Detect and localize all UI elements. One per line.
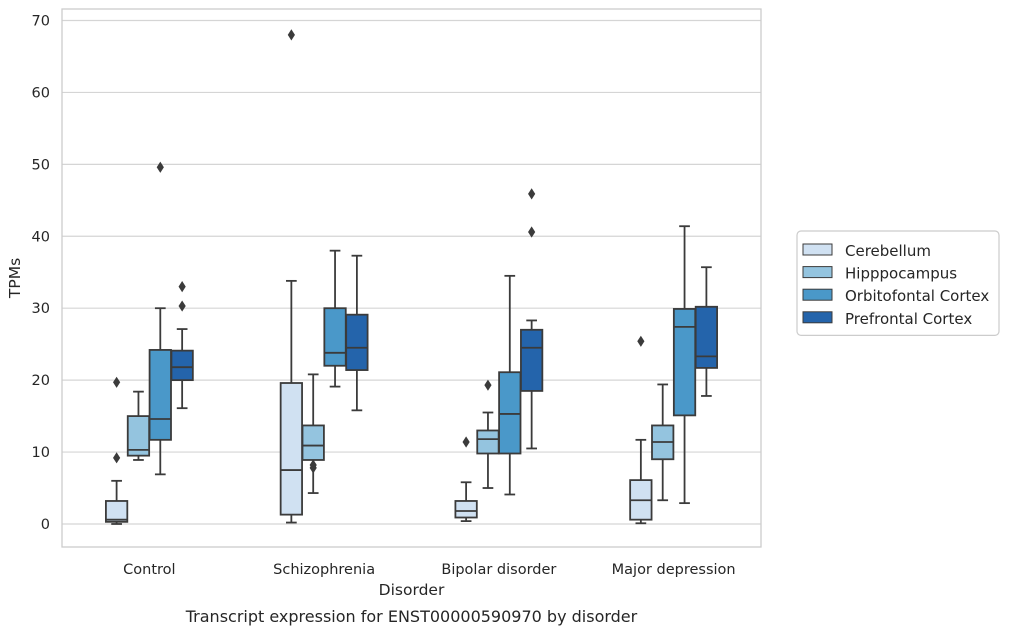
box-hipppocampus — [301, 373, 325, 494]
box-iqr — [170, 349, 194, 382]
x-axis-label: Disorder — [379, 581, 445, 599]
box-iqr — [323, 307, 347, 367]
box-iqr — [454, 500, 478, 519]
y-tick-label: 20 — [32, 373, 50, 389]
box-orbitofontal-cortex — [323, 249, 347, 388]
x-tick-labels: Control Schizophrenia Bipolar disorder Majo… — [123, 562, 735, 578]
y-tick-label: 70 — [32, 14, 50, 30]
box-prefrontal-cortex — [520, 188, 544, 450]
box-iqr — [279, 382, 303, 516]
x-tick-label: Control — [123, 562, 175, 578]
outlier-point — [637, 335, 645, 347]
y-tick-labels: 0 10 20 30 40 50 60 70 — [32, 14, 50, 533]
y-tick-label: 30 — [32, 301, 50, 317]
box-iqr — [105, 500, 129, 523]
y-tick-label: 10 — [32, 445, 50, 461]
legend-swatch — [802, 288, 833, 301]
box-prefrontal-cortex — [345, 254, 369, 412]
legend-swatch — [802, 311, 833, 324]
outlier-point — [113, 376, 121, 388]
x-tick-label: Major depression — [612, 562, 736, 578]
outlier-point — [528, 226, 536, 238]
outlier-point — [156, 161, 164, 173]
y-axis-label: TPMs — [6, 258, 24, 299]
box-cerebellum — [279, 29, 303, 524]
outlier-point — [309, 459, 317, 471]
outlier-point — [287, 29, 295, 41]
box-cerebellum — [629, 335, 653, 525]
outlier-point — [178, 281, 186, 293]
outlier-point — [113, 452, 121, 464]
box-prefrontal-cortex — [694, 266, 718, 397]
x-tick-label: Bipolar disorder — [441, 562, 556, 578]
box-hipppocampus — [126, 390, 151, 461]
outlier-point — [484, 379, 492, 391]
box-iqr — [694, 305, 718, 369]
outlier-point — [178, 300, 186, 312]
legend-label: Orbitofontal Cortex — [845, 287, 989, 305]
box-cerebellum — [454, 436, 478, 523]
box-iqr — [672, 308, 697, 417]
x-tick-label: Schizophrenia — [273, 562, 375, 578]
box-iqr — [148, 349, 172, 441]
box-cerebellum — [105, 376, 129, 525]
box-plots — [105, 29, 718, 525]
legend: Cerebellum Hipppocampus Orbitofontal Corte… — [796, 230, 1000, 337]
box-iqr — [345, 313, 369, 371]
box-hipppocampus — [476, 379, 500, 489]
box-iqr — [520, 328, 544, 392]
box-orbitofontal-cortex — [672, 225, 697, 505]
legend-frame — [796, 230, 1000, 337]
box-hipppocampus — [651, 383, 675, 502]
box-prefrontal-cortex — [170, 281, 194, 410]
legend-label: Prefrontal Cortex — [845, 310, 972, 328]
outlier-point — [528, 188, 536, 200]
figure-caption: Transcript expression for ENST0000059097… — [185, 607, 638, 626]
outlier-point — [462, 436, 470, 448]
y-tick-label: 0 — [41, 517, 50, 533]
legend-swatch — [802, 243, 833, 256]
box-iqr — [301, 424, 325, 461]
box-orbitofontal-cortex — [498, 274, 522, 496]
box-iqr — [498, 371, 522, 455]
box-orbitofontal-cortex — [148, 161, 172, 476]
legend-swatch — [802, 266, 833, 279]
y-tick-label: 40 — [32, 229, 50, 245]
y-tick-label: 60 — [32, 85, 50, 101]
legend-label: Cerebellum — [845, 242, 931, 260]
legend-label: Hipppocampus — [845, 265, 957, 283]
plot-area — [61, 8, 762, 548]
y-tick-label: 50 — [32, 157, 50, 173]
box-iqr — [476, 429, 500, 455]
